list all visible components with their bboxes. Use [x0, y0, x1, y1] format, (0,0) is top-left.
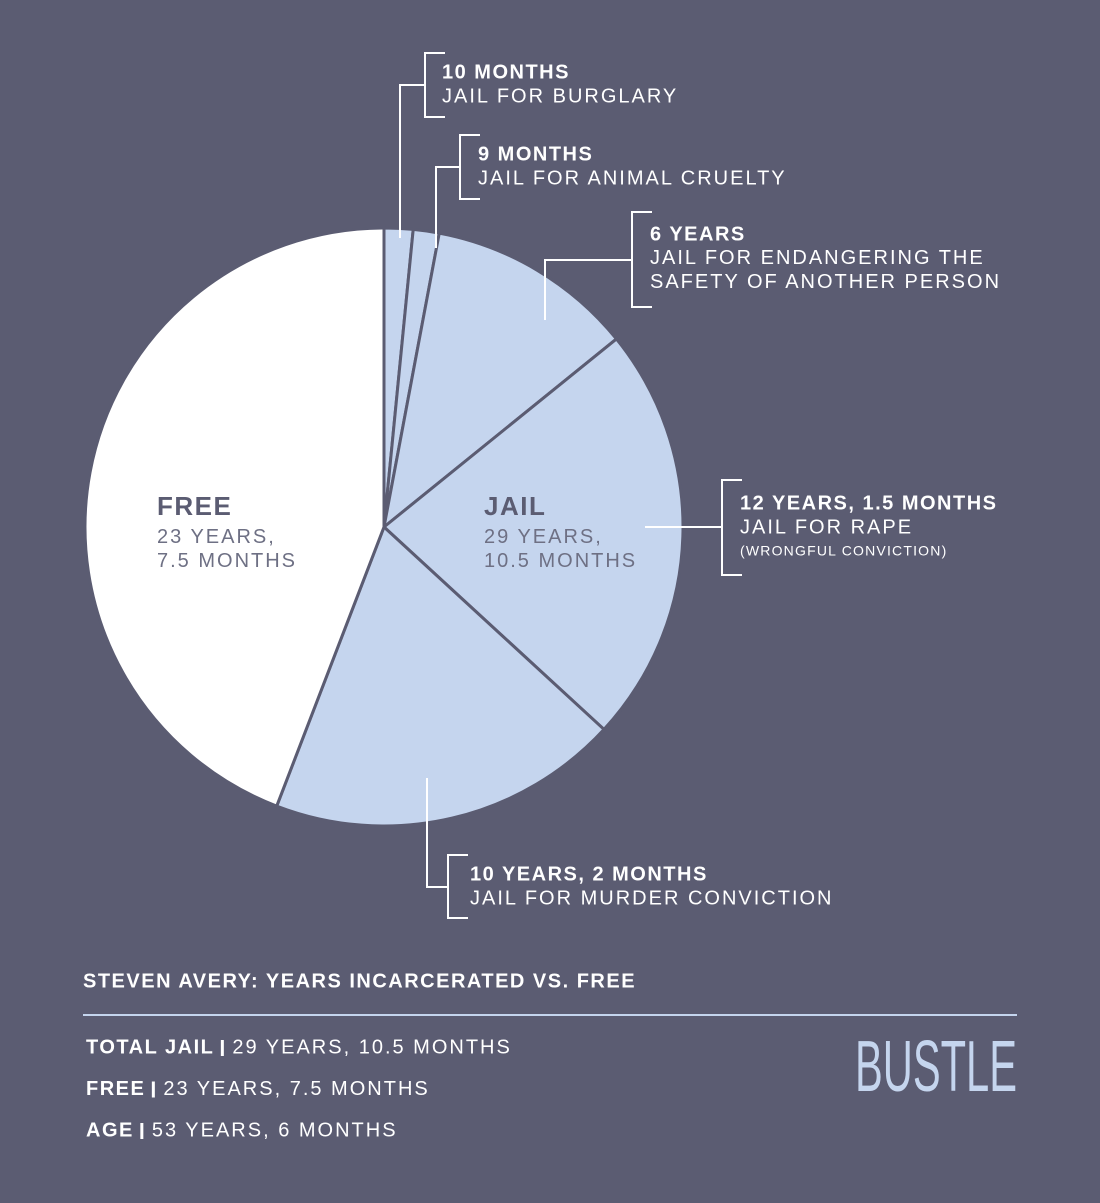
- summary-label: FREE: [86, 1078, 145, 1100]
- summary-label: TOTAL JAIL: [86, 1036, 214, 1058]
- slice-value-label: 6 YEARS: [650, 223, 746, 245]
- jail-duration: 29 YEARS, 10.5 MONTHS: [484, 526, 637, 572]
- label-bracket: [424, 52, 445, 118]
- jail-label: JAIL: [484, 491, 546, 521]
- pie-slice: [83, 226, 386, 808]
- leader-line: [399, 84, 425, 238]
- summary-text: 53 YEARS, 6 MONTHS: [152, 1119, 398, 1141]
- slice-value-label: 9 MONTHS: [478, 143, 593, 165]
- pie-slice: [382, 337, 685, 731]
- summary: TOTAL JAIL 29 YEARS, 10.5 MONTHS FREE 23 YE…: [86, 1036, 512, 1141]
- pie: FREE 23 YEARS, 7.5 MONTHS JAIL 29 YEARS, 10.5…: [83, 226, 685, 828]
- brand-logo: BUSTLE: [855, 1027, 1017, 1107]
- label-bracket: [631, 211, 652, 308]
- free-duration: 23 YEARS, 7.5 MONTHS: [157, 526, 297, 572]
- slice-category-label: JAIL FOR RAPE: [740, 516, 913, 538]
- label-bracket: [447, 854, 468, 919]
- slice-value-label: 10 MONTHS: [442, 61, 570, 83]
- leader-line: [426, 778, 448, 888]
- label-bracket: [459, 134, 480, 200]
- chart-title: STEVEN AVERY: YEARS INCARCERATED VS. FRE…: [83, 970, 636, 992]
- slice-category-label: JAIL FOR ENDANGERING THE SAFETY OF ANOTHE…: [650, 247, 1001, 293]
- slice-value-label: 12 YEARS, 1.5 MONTHS: [740, 492, 997, 514]
- slice-category-label: JAIL FOR BURGLARY: [442, 85, 678, 107]
- annotation: (WRONGFUL CONVICTION): [740, 543, 947, 559]
- leader-line: [544, 259, 632, 320]
- pie-slice: [382, 231, 618, 529]
- pie-slice: [275, 525, 606, 828]
- summary-label: AGE: [86, 1119, 134, 1141]
- summary-text: 23 YEARS, 7.5 MONTHS: [163, 1078, 429, 1100]
- free-label: FREE: [157, 491, 232, 521]
- slice-value-label: 10 YEARS, 2 MONTHS: [470, 863, 708, 885]
- slice-category-label: JAIL FOR MURDER CONVICTION: [470, 887, 834, 909]
- slice-category-label: JAIL FOR ANIMAL CRUELTY: [478, 167, 787, 189]
- label-bracket: [721, 479, 742, 576]
- summary-text: 29 YEARS, 10.5 MONTHS: [232, 1036, 512, 1058]
- leader-line: [435, 166, 460, 248]
